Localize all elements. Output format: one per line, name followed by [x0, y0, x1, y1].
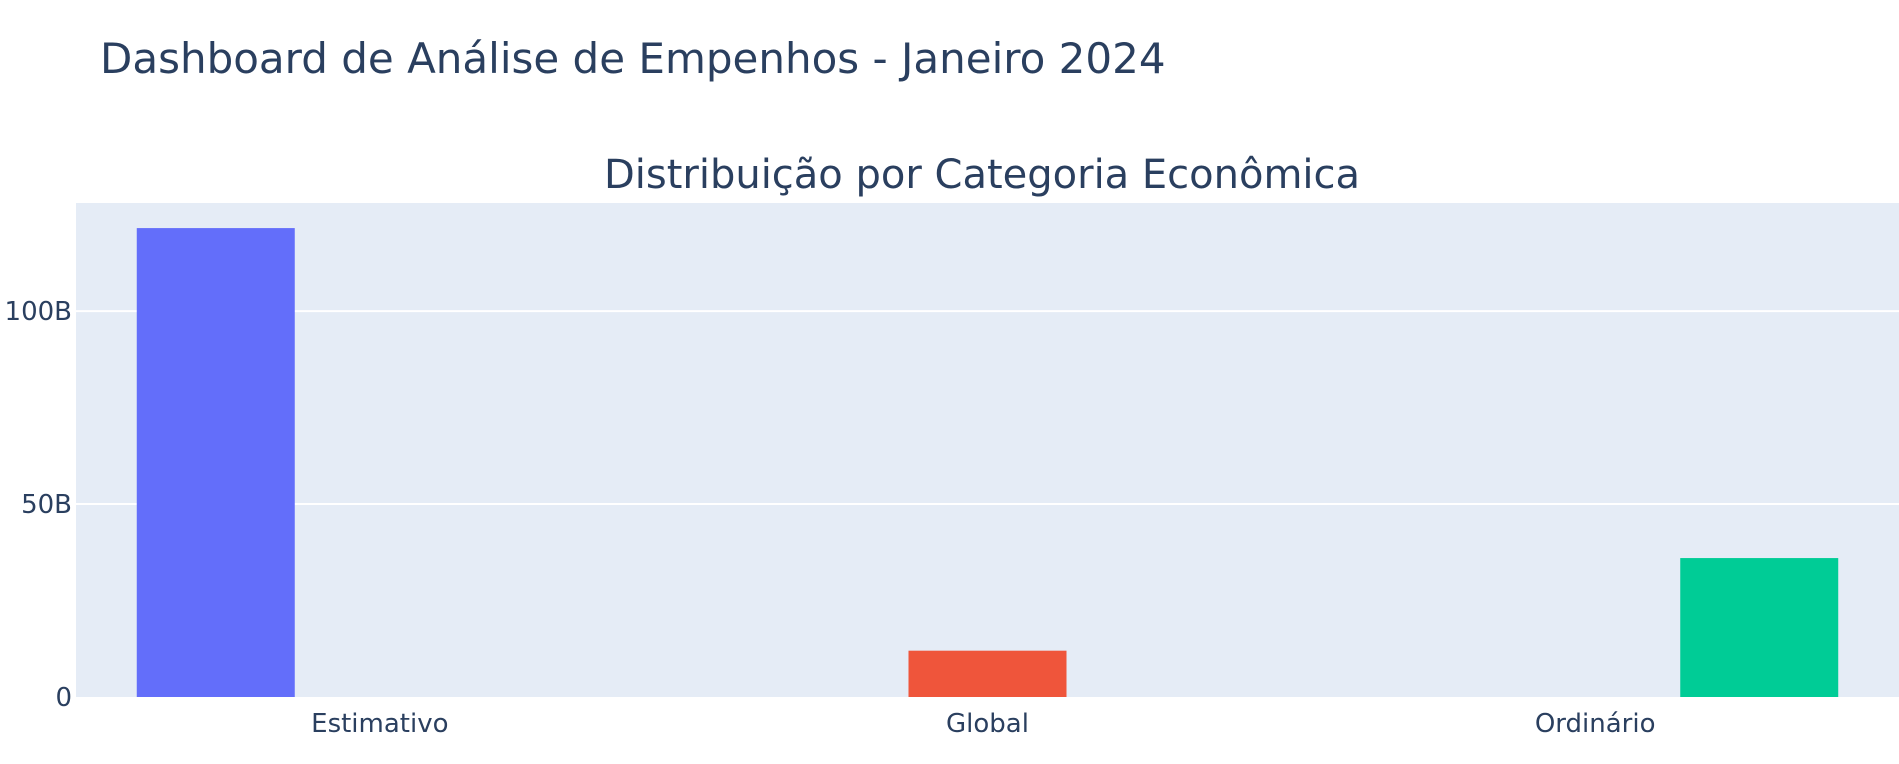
bar-ordinario[interactable] — [1680, 558, 1839, 697]
y-tick-label: 0 — [55, 683, 72, 713]
bar-global[interactable] — [908, 650, 1067, 697]
gridlines — [76, 310, 1899, 506]
x-tick-label: Estimativo — [311, 709, 448, 739]
chart-title: Distribuição por Categoria Econômica — [604, 152, 1360, 198]
x-tick-label: Ordinário — [1535, 709, 1656, 739]
bars — [136, 228, 1839, 697]
dashboard-title: Dashboard de Análise de Empenhos - Janei… — [100, 34, 1166, 83]
y-axis-ticks: 0 50B 100B — [5, 297, 72, 713]
bar-estimativo[interactable] — [136, 228, 295, 697]
plot-area — [76, 203, 1899, 697]
x-tick-label: Global — [946, 709, 1029, 739]
x-axis-ticks: Estimativo Global Ordinário — [311, 709, 1655, 739]
y-tick-label: 50B — [21, 490, 72, 520]
y-tick-label: 100B — [5, 297, 72, 327]
